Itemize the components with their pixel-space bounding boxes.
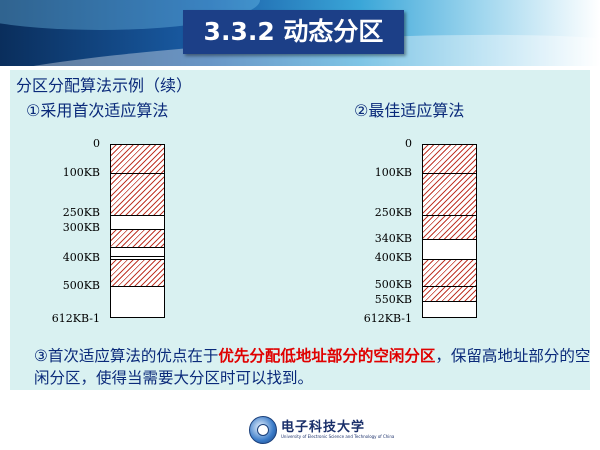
bf-allocated-block (423, 216, 476, 240)
ff-addr-300kb: 300KB (62, 221, 100, 234)
bf-addr-500kb: 500KB (374, 278, 412, 291)
ff-free-block (111, 257, 164, 260)
ff-addr-100kb: 100KB (62, 166, 100, 179)
bf-allocated-block (423, 260, 476, 287)
ff-allocated-block (111, 230, 164, 248)
bf-addr-100kb: 100KB (374, 166, 412, 179)
section-heading: 分区分配算法示例（续） (16, 76, 193, 95)
bf-addr-550kb: 550KB (374, 293, 412, 306)
bf-free-block (423, 302, 476, 317)
ff-free-block (111, 216, 164, 230)
bf-addr-612kb: 612KB-1 (363, 312, 412, 325)
ff-allocated-block (111, 145, 164, 174)
bf-free-block (423, 240, 476, 260)
note-text-end: ，保留高地址部分的空闲分区，使得当需要大分区时可以找到。 (34, 347, 591, 387)
note-text-start: ③首次适应算法的优点在于 (34, 347, 219, 365)
bf-addr-250kb: 250KB (374, 206, 412, 219)
note-highlight: 优先分配低地址部分的空闲分区 (218, 347, 436, 365)
ff-allocated-block (111, 260, 164, 287)
university-name-en: University of Electronic Science and Tec… (281, 434, 395, 439)
bf-addr-340kb: 340KB (374, 232, 412, 245)
bf-addr-400kb: 400KB (374, 251, 412, 264)
ff-free-block (111, 248, 164, 257)
university-logo-icon (249, 416, 277, 444)
bf-addr-0: 0 (405, 137, 412, 150)
title-banner: 3.3.2 动态分区 (0, 0, 600, 66)
best-fit-memory-bar (422, 144, 477, 318)
ff-allocated-block (111, 174, 164, 216)
first-fit-memory-bar (110, 144, 165, 318)
conclusion-note: ③首次适应算法的优点在于优先分配低地址部分的空闲分区，保留高地址部分的空闲分区，… (34, 345, 594, 389)
university-name: 电子科技大学 (281, 420, 366, 435)
bf-allocated-block (423, 174, 476, 216)
first-fit-label: ①采用首次适应算法 (26, 101, 169, 120)
ff-addr-250kb: 250KB (62, 206, 100, 219)
bf-allocated-block (423, 145, 476, 174)
content-panel: 分区分配算法示例（续） ①采用首次适应算法 ②最佳适应算法 0 100KB 25… (10, 70, 590, 390)
ff-addr-500kb: 500KB (62, 279, 100, 292)
ff-addr-612kb: 612KB-1 (51, 312, 100, 325)
bf-allocated-block (423, 287, 476, 302)
ff-addr-0: 0 (93, 137, 100, 150)
slide-title: 3.3.2 动态分区 (183, 10, 404, 54)
ff-free-block (111, 287, 164, 317)
ff-addr-400kb: 400KB (62, 251, 100, 264)
best-fit-label: ②最佳适应算法 (354, 101, 465, 120)
